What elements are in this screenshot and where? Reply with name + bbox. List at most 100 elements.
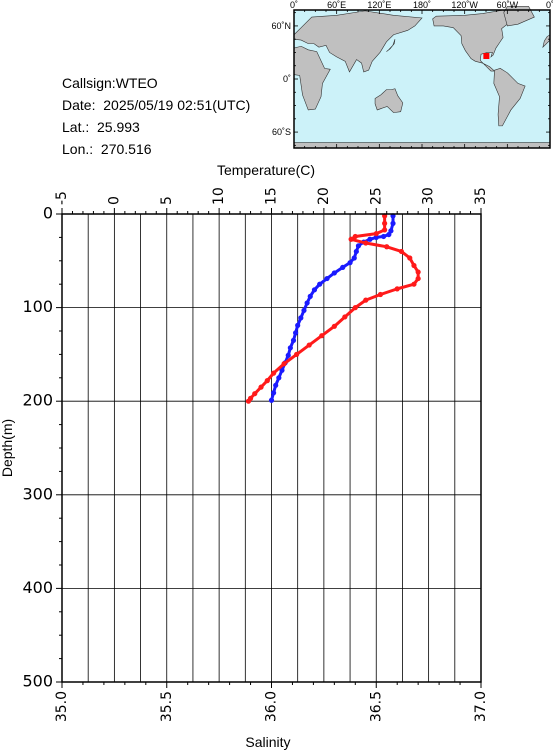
salinity-series-point	[252, 391, 258, 397]
temperature-series-point	[355, 243, 362, 249]
temperature-tick-label: 15	[264, 187, 280, 205]
salinity-series-point	[407, 255, 413, 261]
salinity-series-point	[363, 240, 369, 246]
land-greenland	[503, 6, 535, 27]
temperature-tick-label: 0	[106, 196, 122, 205]
temperature-series-point	[331, 270, 337, 276]
salinity-series-point	[415, 269, 421, 275]
temperature-series-point	[340, 264, 346, 270]
temperature-tick-label: 35	[473, 187, 489, 205]
temperature-tick-label: 10	[211, 187, 227, 205]
chart-grid	[62, 214, 481, 682]
salinity-series-point	[245, 398, 252, 404]
land-japan	[386, 39, 396, 52]
depth-axis: 0 100 200 300 400 500	[22, 204, 62, 691]
temperature-series-point	[351, 255, 357, 261]
map-x-tick-label: 60˚W	[497, 0, 519, 10]
land-south-america	[493, 68, 526, 127]
temperature-series-point	[324, 275, 330, 282]
salinity-series-point	[415, 275, 421, 282]
temperature-series-point	[373, 234, 379, 240]
salinity-axis: 35.0 35.5 36.0 36.5 37.0	[54, 682, 489, 722]
latitude-text: Lat.: 25.993	[62, 119, 140, 135]
salinity-series-point	[373, 231, 379, 237]
series-layer	[245, 213, 421, 404]
salinity-series-point	[319, 333, 325, 339]
salinity-tick-label: 35.0	[54, 691, 70, 722]
temperature-series-point	[276, 375, 282, 381]
salinity-tick-label: 36.5	[368, 691, 384, 722]
map-y-tick-labels: 60˚N 0˚ 60˚S	[271, 21, 291, 137]
temperature-series-point	[292, 330, 299, 336]
temperature-axis-label: Temperature(C)	[217, 162, 315, 178]
map-x-tick-label: 60˚E	[327, 0, 346, 10]
temperature-tick-label: -5	[54, 191, 70, 205]
salinity-tick-label: 37.0	[473, 691, 489, 722]
temperature-axis: -5 0 5 10 15 20 25 30 35	[54, 187, 489, 214]
temperature-tick-label: 30	[421, 187, 437, 205]
temperature-series-point	[273, 382, 279, 388]
temperature-tick-label: 5	[159, 196, 175, 205]
temperature-series-point	[367, 236, 373, 242]
depth-tick-label: 400	[22, 578, 53, 597]
map-x-tick-label: 120˚W	[451, 0, 478, 10]
salinity-series-point	[352, 233, 358, 240]
salinity-series-point	[264, 378, 270, 384]
station-marker	[483, 53, 490, 60]
salinity-series-point	[270, 370, 277, 376]
temperature-series-point	[279, 367, 285, 373]
temperature-series-point	[353, 248, 359, 255]
map-x-tick-label: 180˚	[413, 0, 431, 10]
depth-tick-label: 100	[22, 297, 53, 316]
salinity-series-point	[394, 286, 400, 292]
temperature-series-point	[380, 233, 387, 240]
salinity-series-point	[382, 227, 388, 233]
temperature-series-point	[307, 293, 313, 299]
land-africa	[293, 45, 331, 111]
land-europe-west	[542, 34, 551, 49]
salinity-series-point	[331, 323, 337, 329]
temperature-series-point	[347, 260, 353, 266]
temperature-series-point	[290, 337, 297, 343]
temperature-series-point	[386, 231, 392, 238]
salinity-series-point	[281, 361, 287, 367]
temperature-series-point	[285, 352, 291, 358]
salinity-series-point	[342, 314, 348, 320]
cast-info: Callsign:WTEO Date: 2025/05/19 02:51(UTC…	[62, 72, 250, 160]
salinity-axis-label: Salinity	[245, 734, 290, 750]
longitude-text: Lon.: 270.516	[62, 141, 152, 157]
temperature-series-point	[304, 300, 310, 306]
salinity-series-point	[352, 305, 358, 311]
temperature-series-point	[301, 307, 307, 314]
map-land	[293, 6, 551, 149]
depth-tick-label: 0	[43, 204, 53, 223]
temperature-series-point	[311, 287, 318, 293]
salinity-series-point	[377, 291, 384, 298]
temperature-series-point	[295, 322, 301, 328]
land-australia	[374, 88, 404, 113]
salinity-series-point	[294, 351, 300, 357]
date-text: Date: 2025/05/19 02:51(UTC)	[62, 97, 251, 113]
map-x-tick-label: 0˚	[290, 0, 298, 10]
temperature-series-point	[298, 315, 304, 321]
map-x-tick-label: 0˚	[546, 0, 553, 10]
map-y-tick-label: 60˚N	[271, 21, 291, 31]
depth-axis-label: Depth(m)	[0, 419, 15, 477]
salinity-series-point	[363, 297, 369, 303]
salinity-series-point	[382, 220, 388, 226]
salinity-series-point	[411, 281, 417, 287]
temperature-series-point	[287, 345, 293, 351]
map-x-tick-label: 120˚E	[367, 0, 391, 10]
salinity-series-point	[411, 262, 417, 269]
temperature-tick-label: 20	[316, 187, 332, 205]
temperature-series-point	[390, 220, 396, 226]
map-y-tick-label: 0˚	[283, 74, 291, 84]
station-marker-dot	[483, 53, 490, 60]
temperature-series-point	[268, 397, 275, 403]
callsign-text: Callsign:WTEO	[62, 75, 158, 91]
salinity-series-point	[348, 236, 354, 242]
depth-tick-label: 300	[22, 484, 53, 503]
salinity-series-point	[384, 244, 390, 250]
